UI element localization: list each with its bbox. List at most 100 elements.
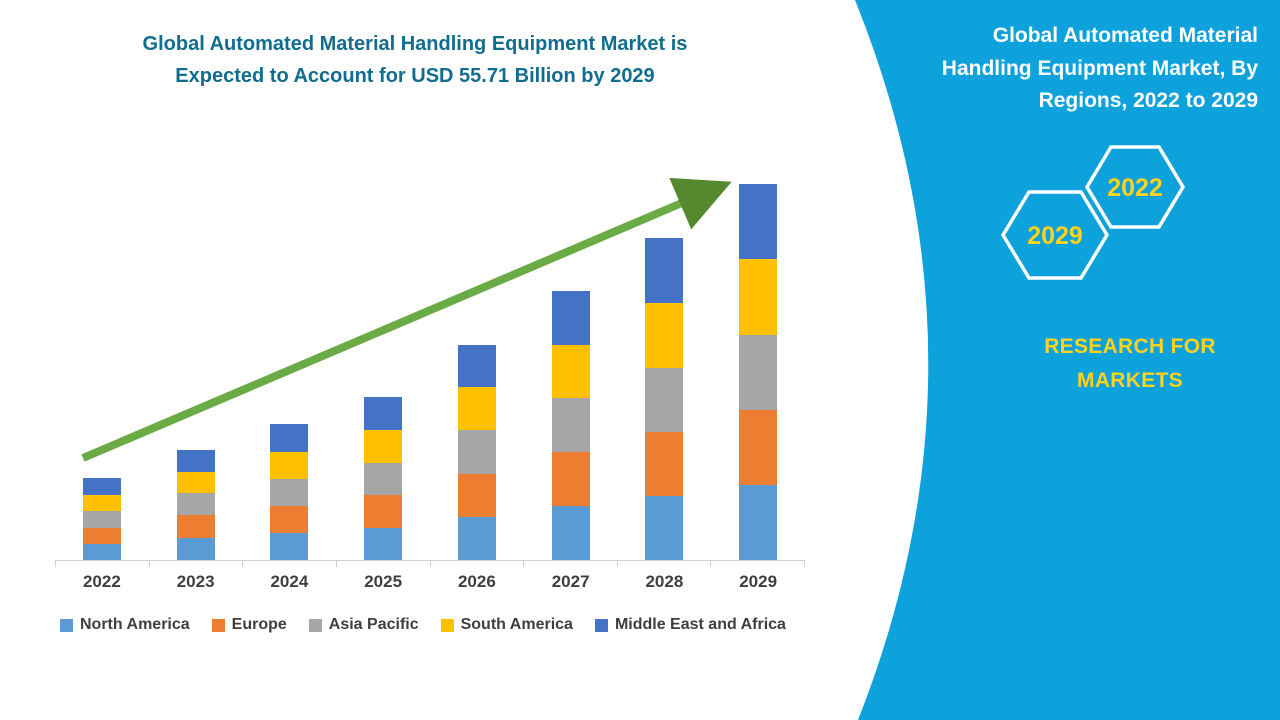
legend-swatch-icon [211,618,225,632]
bar-segment [457,430,496,474]
bar-column [430,178,524,560]
hexagon-2029-icon [1000,190,1110,280]
stacked-bar-2029 [739,184,778,560]
right-panel-shape [855,0,1280,720]
bar-segment [739,485,778,560]
axis-tick [429,561,431,567]
right-panel-title-line1: Global Automated Material [992,24,1258,47]
bar-segment [739,334,778,411]
bar-segment [457,344,496,388]
axis-tick [616,561,618,567]
bar-segment [176,537,215,560]
stacked-bar-2024 [270,424,309,560]
axis-tick [523,561,525,567]
x-axis-label: 2023 [176,572,215,591]
right-panel-title-line3: Regions, 2022 to 2029 [1038,89,1258,113]
bar-segment [270,533,309,560]
bar-segment [270,424,309,453]
bar-segment [176,471,215,494]
bar-column [618,178,712,560]
bar-segment [739,184,778,260]
bar-segment [176,515,215,538]
legend-item: Middle East and Africa [594,616,786,634]
legend-label: North America [80,616,190,633]
bar-segment [645,431,684,496]
bar-segment [457,516,496,560]
chart-legend: North America Europe Asia Pacific South Ame… [60,616,786,634]
bar-segment [82,511,121,528]
x-axis-label: 2025 [364,572,403,591]
hexagon-2022-label: 2022 [1107,174,1163,202]
bar-segment [739,259,778,335]
bar-segment [551,452,590,507]
legend-label: Middle East and Africa [614,616,786,633]
x-axis-ticks [55,561,805,567]
bar-segment [270,452,309,480]
bar-segment [551,344,590,399]
x-axis-label: 2029 [739,572,778,591]
x-axis-labels: 2022 2023 2024 2025 2026 2027 2028 2029 [55,572,805,592]
chart-title-line2: Expected to Account for USD 55.71 Billio… [175,65,655,87]
bar-segment [645,367,684,432]
axis-tick [148,561,150,567]
legend-item: North America [60,616,190,634]
stacked-bar-2023 [176,450,215,560]
hexagon-2022-icon [1084,145,1186,229]
bar-segment [176,450,215,472]
brand-line1: RESEARCH FOR [1044,335,1216,358]
bar-segment [457,387,496,431]
stacked-bar-2028 [645,238,684,560]
x-axis-label: 2024 [270,572,309,591]
legend-swatch-icon [60,618,73,632]
x-axis-label: 2026 [457,572,496,591]
stacked-bar-2027 [551,291,590,560]
bars [55,178,805,560]
bar-segment [645,302,684,368]
bar-column [524,178,618,560]
brand-line2: MARKETS [1077,368,1183,392]
stacked-bar-2025 [364,396,403,560]
chart-title: Global Automated Material Handling Equip… [65,28,765,92]
bar-segment [176,493,215,516]
bar-segment [551,398,590,453]
bar-segment [364,429,403,463]
axis-tick [335,561,337,567]
bar-segment [457,473,496,517]
bar-segment [645,495,684,560]
stacked-bar-2022 [82,478,121,560]
bar-column [711,178,805,560]
brand-text: RESEARCH FOR MARKETS [1005,330,1255,397]
x-axis-label: 2027 [551,572,590,591]
bar-segment [270,479,309,507]
bar-segment [551,291,590,345]
legend-label: Europe [231,616,287,633]
legend-swatch-icon [440,618,454,632]
x-axis-label: 2022 [82,572,121,591]
legend-item: South America [440,616,573,634]
legend-swatch-icon [594,618,608,632]
axis-tick [804,561,805,567]
bar-segment [364,527,403,560]
axis-tick [55,561,56,567]
stacked-bar-2026 [457,344,496,560]
bar-segment [364,396,403,430]
legend-swatch-icon [308,618,322,632]
hexagon-2029-label: 2029 [1027,222,1083,250]
bar-segment [82,527,121,544]
bar-segment [270,506,309,534]
right-panel-title-line2: Handling Equipment Market, By [941,56,1258,80]
bar-segment [645,238,684,303]
axis-tick [710,561,712,567]
bar-column [55,178,149,560]
chart-plot-area [55,178,805,561]
chart-title-line1: Global Automated Material Handling Equip… [142,33,688,55]
bar-column [149,178,243,560]
bar-column [243,178,337,560]
year-hexagons: 2029 2022 [1000,145,1186,280]
axis-tick [242,561,244,567]
bar-segment [82,543,121,560]
bar-segment [551,506,590,560]
legend-label: South America [460,616,573,633]
